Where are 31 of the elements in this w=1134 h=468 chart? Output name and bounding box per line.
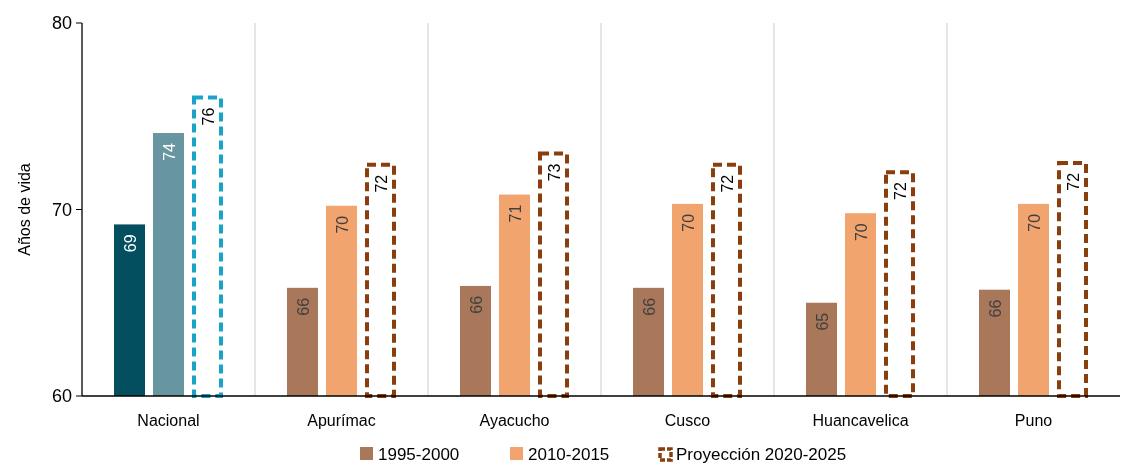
data-label: 66 [640,297,658,316]
data-label: 72 [891,182,909,200]
data-label: 74 [160,142,178,161]
data-label: 66 [986,299,1004,318]
y-tick-label: 60 [51,386,72,407]
y-axis-title: Años de vida [16,163,33,256]
data-label: 70 [1025,213,1043,232]
data-label: 66 [294,297,312,316]
data-label: 73 [545,163,563,182]
x-tick-label: Puno [1014,412,1053,429]
x-tick-label: Ayacucho [479,412,550,429]
x-tick-label: Huancavelica [812,412,909,429]
legend-label: Proyección 2020-2025 [676,445,847,464]
data-label: 76 [199,107,217,126]
data-label: 69 [121,234,139,253]
legend-label: 2010-2015 [528,445,610,464]
data-label: 72 [1064,172,1082,191]
data-label: 72 [372,174,390,193]
data-label: 70 [852,223,870,242]
x-tick-label: Nacional [137,412,200,429]
legend-label: 1995-2000 [378,445,460,464]
data-label: 66 [467,295,485,314]
data-label: 71 [506,204,524,223]
data-label: 70 [679,213,697,232]
x-tick-label: Apurímac [307,412,376,429]
x-tick-label: Cusco [664,412,711,429]
data-label: 72 [718,174,736,193]
data-label: 65 [813,312,831,331]
y-tick-label: 70 [51,199,72,220]
data-label: 70 [333,215,351,234]
y-tick-label: 80 [51,13,72,34]
